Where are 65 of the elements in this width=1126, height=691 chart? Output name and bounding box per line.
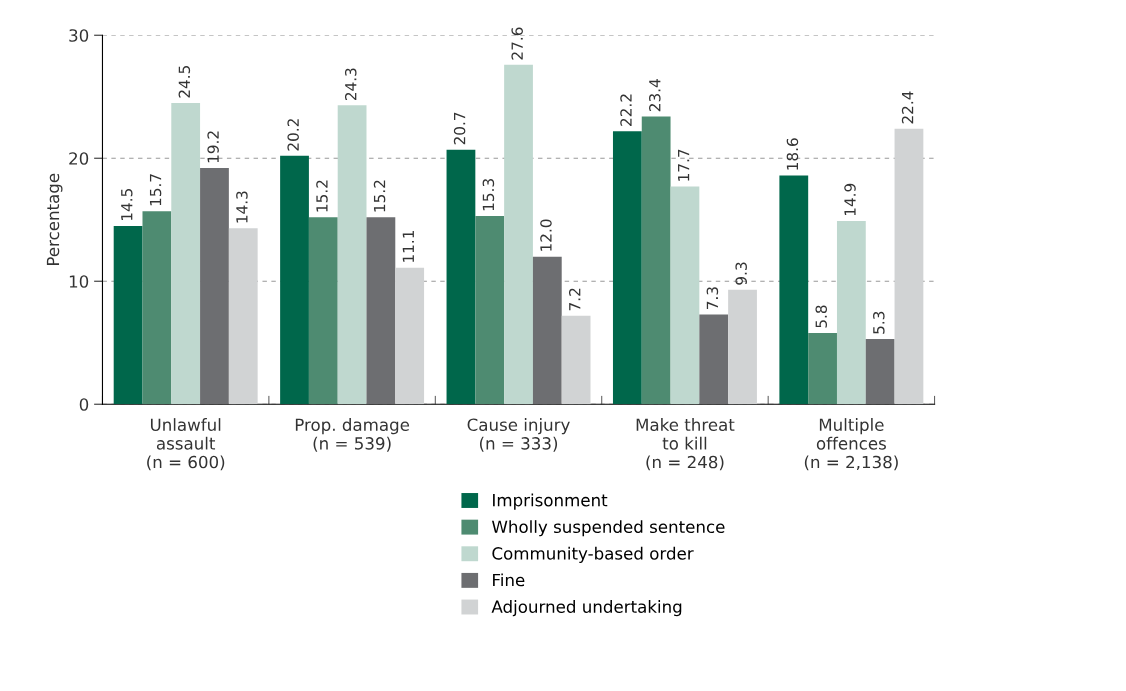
y-axis-title: Percentage [46, 173, 63, 265]
legend-label: Wholly suspended sentence [491, 520, 725, 537]
legend-label: Imprisonment [493, 493, 608, 510]
data-label: 24.5 [178, 66, 191, 98]
data-label: 15.2 [316, 180, 328, 212]
bar [894, 128, 924, 405]
bar [171, 102, 201, 405]
data-label: 15.3 [482, 179, 495, 211]
legend-label: Fine [493, 573, 525, 587]
bar [699, 314, 729, 405]
legend-label: Adjourned undertaking [491, 600, 682, 617]
data-label: 9.3 [735, 262, 747, 285]
bar [532, 256, 562, 405]
data-label: 7.3 [706, 287, 719, 310]
data-label: 23.4 [649, 79, 661, 112]
legend-label: Community-based order [492, 546, 694, 563]
bar [779, 175, 809, 405]
bar [504, 64, 533, 405]
bar [308, 217, 338, 405]
data-label: 14.3 [236, 191, 248, 223]
bar [280, 155, 309, 405]
data-label: 27.6 [511, 27, 523, 60]
y-tick-label: 30 [69, 29, 89, 42]
bar [475, 216, 505, 405]
data-label: 22.2 [620, 94, 632, 126]
bar [228, 228, 258, 405]
bar [446, 149, 476, 405]
bar [836, 220, 866, 405]
data-label: 19.2 [207, 131, 219, 163]
y-tick-label: 20 [69, 152, 89, 165]
data-label: 18.6 [786, 138, 799, 170]
bar [113, 225, 143, 405]
bar [865, 339, 895, 405]
data-label: 11.1 [402, 230, 414, 262]
x-tick-label: Make threat to kill (n = 248) [636, 418, 735, 471]
y-tick-label: 0 [79, 398, 89, 411]
y-tick-label: 10 [69, 275, 89, 288]
data-label: 5.3 [873, 311, 885, 334]
data-label: 20.7 [453, 112, 466, 145]
bar [142, 211, 172, 405]
bar [366, 217, 396, 405]
x-tick-label: Prop. damage (n = 539) [295, 418, 410, 452]
data-label: 7.2 [568, 288, 581, 311]
data-label: 17.7 [678, 149, 690, 181]
data-label: 14.5 [121, 189, 133, 221]
data-label: 22.4 [901, 91, 914, 124]
data-label: 5.8 [815, 305, 828, 328]
bar [808, 332, 837, 405]
bar [395, 267, 425, 405]
data-label: 12.0 [540, 219, 552, 251]
data-label: 15.2 [373, 180, 386, 212]
x-tick-label: Unlawful assault (n = 600) [147, 418, 225, 471]
data-label: 24.3 [344, 68, 357, 101]
bar [200, 168, 229, 405]
bar [728, 289, 757, 405]
data-label: 15.7 [149, 174, 162, 206]
bar [641, 116, 671, 405]
bar [612, 131, 642, 405]
data-label: 20.2 [287, 119, 299, 151]
x-tick-label: Cause injury (n = 333) [467, 418, 570, 452]
x-tick-label: Multiple offences (n = 2,138) [804, 418, 898, 471]
bar [337, 105, 367, 405]
bar [561, 315, 591, 405]
data-label: 14.9 [844, 183, 856, 216]
bar [670, 186, 700, 405]
